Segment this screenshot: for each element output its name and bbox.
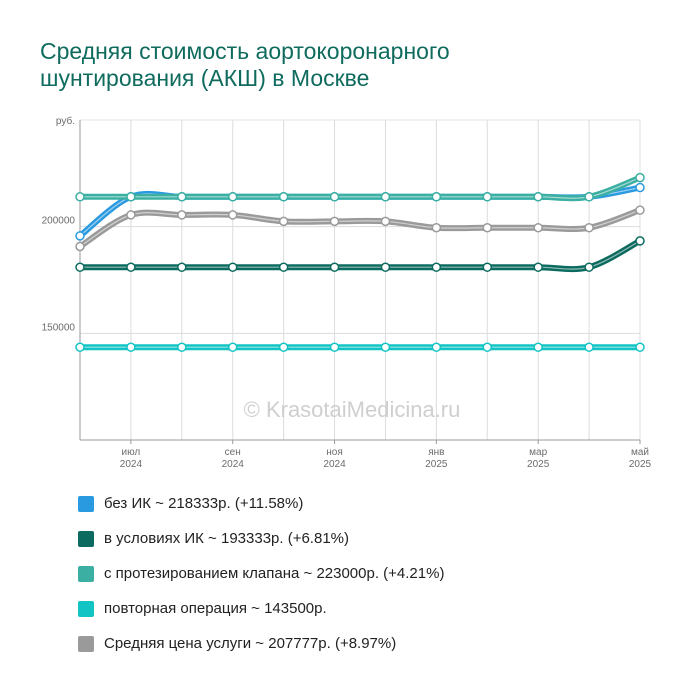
watermark: © KrasotaiMedicina.ru — [244, 397, 461, 422]
data-point — [227, 262, 238, 272]
series-line — [77, 174, 643, 202]
data-point — [482, 342, 493, 352]
series-line — [77, 237, 643, 273]
x-tick-label-month: сен — [225, 447, 241, 458]
legend-label: повторная операция ~ 143500р. — [104, 600, 327, 617]
data-point — [635, 205, 645, 215]
chart-title: Средняя стоимость аортокоронарного шунти… — [40, 38, 450, 91]
legend-item[interactable]: повторная операция ~ 143500р. — [78, 591, 444, 626]
data-point — [329, 342, 340, 352]
series-Средняя-цена-услуги — [75, 205, 645, 252]
data-point — [75, 241, 85, 252]
data-point — [635, 236, 645, 246]
legend-item[interactable]: без ИК ~ 218333р. (+11.58%) — [78, 486, 444, 521]
data-point — [227, 342, 238, 352]
y-tick-label: 200000 — [42, 216, 76, 227]
line-chart: © KrasotaiMedicina.ru руб.150000200000ию… — [42, 115, 652, 470]
data-point — [75, 192, 85, 202]
data-point — [329, 262, 340, 272]
y-tick-label: 150000 — [42, 322, 76, 333]
legend-item[interactable]: с протезированием клапана ~ 223000р. (+4… — [78, 556, 444, 591]
data-point — [635, 342, 645, 352]
x-tick-label-year: 2024 — [120, 459, 143, 470]
data-point — [126, 192, 136, 202]
data-point — [75, 342, 85, 352]
data-point — [177, 210, 187, 220]
data-point — [431, 222, 442, 233]
data-point — [75, 262, 85, 272]
legend-swatch — [78, 565, 94, 582]
legend-label: в условиях ИК ~ 193333р. (+6.81%) — [104, 530, 349, 547]
data-point — [482, 192, 493, 202]
x-tick-label-month: июл — [122, 447, 141, 458]
y-axis-unit-label: руб. — [56, 115, 75, 127]
x-tick-label-month: мар — [529, 447, 547, 458]
x-tick-label-year: 2024 — [222, 459, 245, 470]
data-point — [584, 192, 594, 202]
data-point — [278, 216, 289, 227]
series-с-протезированием-клапана — [75, 172, 645, 202]
data-point — [635, 182, 645, 193]
legend: без ИК ~ 218333р. (+11.58%) в условиях ИК… — [78, 486, 444, 661]
x-tick-label-month: янв — [428, 447, 444, 458]
legend-swatch — [78, 530, 94, 547]
data-point — [482, 222, 493, 233]
data-point — [380, 262, 391, 272]
series — [75, 172, 645, 352]
data-point — [75, 231, 85, 241]
data-point — [126, 210, 136, 220]
legend-item[interactable]: Средняя цена услуги ~ 207777р. (+8.97%) — [78, 626, 444, 661]
data-point — [482, 262, 493, 272]
series-в-условиях-ИК — [75, 236, 645, 273]
data-point — [380, 342, 391, 352]
legend-label: без ИК ~ 218333р. (+11.58%) — [104, 495, 304, 512]
data-point — [380, 216, 391, 227]
x-tick-label-month: май — [631, 447, 649, 458]
data-point — [584, 262, 594, 272]
axes: руб.150000200000июл2024сен2024ноя2024янв… — [42, 115, 652, 470]
grid — [80, 119, 641, 440]
data-point — [635, 172, 645, 183]
data-point — [380, 192, 391, 202]
data-point — [278, 262, 289, 272]
legend-swatch — [78, 635, 94, 652]
data-point — [278, 192, 289, 202]
data-point — [431, 262, 442, 272]
data-point — [227, 192, 238, 202]
data-point — [177, 342, 187, 352]
legend-item[interactable]: в условиях ИК ~ 193333р. (+6.81%) — [78, 521, 444, 556]
x-tick-label-year: 2025 — [425, 459, 448, 470]
data-point — [126, 342, 136, 352]
data-point — [177, 192, 187, 202]
data-point — [278, 342, 289, 352]
legend-label: с протезированием клапана ~ 223000р. (+4… — [104, 565, 445, 582]
data-point — [329, 192, 340, 202]
data-point — [533, 192, 543, 202]
data-point — [533, 342, 543, 352]
x-tick-label-year: 2025 — [527, 459, 550, 470]
data-point — [533, 262, 543, 272]
x-tick-label-year: 2025 — [629, 459, 652, 470]
data-point — [584, 342, 594, 352]
data-point — [177, 262, 187, 272]
data-point — [431, 192, 442, 202]
legend-swatch — [78, 495, 94, 512]
data-point — [227, 210, 238, 220]
data-point — [329, 216, 340, 227]
series-повторная-операция — [75, 342, 645, 352]
data-point — [126, 262, 136, 272]
data-point — [584, 222, 594, 233]
data-point — [533, 222, 543, 233]
x-tick-label-year: 2024 — [323, 459, 346, 470]
data-point — [431, 342, 442, 352]
legend-label: Средняя цена услуги ~ 207777р. (+8.97%) — [104, 635, 397, 652]
legend-swatch — [78, 600, 94, 617]
x-tick-label-month: ноя — [326, 447, 343, 458]
